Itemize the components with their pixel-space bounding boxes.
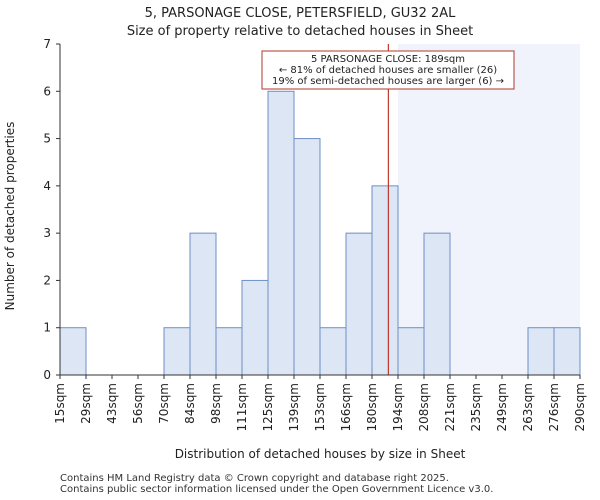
y-tick-label-1: 1 <box>43 321 51 335</box>
x-axis-label: Distribution of detached houses by size … <box>175 447 466 461</box>
x-tick-label-276sqm: 276sqm <box>547 383 561 431</box>
annotation-line-2: ← 81% of detached houses are smaller (26… <box>279 65 497 76</box>
bar-70sqm <box>163 327 191 376</box>
chart-title: 5, PARSONAGE CLOSE, PETERSFIELD, GU32 2A… <box>145 6 457 21</box>
bar-84sqm <box>189 232 217 376</box>
chart-subtitle: Size of property relative to detached ho… <box>127 24 473 39</box>
x-tick-label-263sqm: 263sqm <box>521 383 535 431</box>
bar-263sqm <box>527 327 555 376</box>
x-tick-label-111sqm: 111sqm <box>235 383 249 431</box>
y-tick-label-3: 3 <box>43 226 51 240</box>
x-tick-label-15sqm: 15sqm <box>53 383 67 424</box>
y-tick-label-4: 4 <box>43 179 51 193</box>
bar-111sqm <box>241 279 269 376</box>
bar-166sqm <box>345 232 373 376</box>
annotation-box <box>261 50 515 90</box>
x-tick-label-249sqm: 249sqm <box>495 383 509 431</box>
x-tick-label-166sqm: 166sqm <box>339 383 353 431</box>
x-tick-label-153sqm: 153sqm <box>313 383 327 431</box>
bar-15sqm <box>59 327 87 376</box>
bar-153sqm <box>319 327 347 376</box>
x-tick-label-139sqm: 139sqm <box>287 383 301 431</box>
bar-139sqm <box>293 138 321 376</box>
x-tick-label-56sqm: 56sqm <box>131 383 145 424</box>
y-tick-label-6: 6 <box>43 84 51 98</box>
x-tick-label-29sqm: 29sqm <box>79 383 93 424</box>
y-tick-label-5: 5 <box>43 132 51 146</box>
y-tick-label-2: 2 <box>43 273 51 287</box>
bar-276sqm <box>553 327 581 376</box>
bar-194sqm <box>397 327 425 376</box>
footer-copyright: Contains HM Land Registry data © Crown c… <box>60 473 449 484</box>
x-tick-label-125sqm: 125sqm <box>261 383 275 431</box>
footer-licence: Contains public sector information licen… <box>60 484 494 495</box>
bar-208sqm <box>423 232 451 376</box>
x-tick-label-70sqm: 70sqm <box>157 383 171 424</box>
y-tick-label-0: 0 <box>43 368 51 382</box>
annotation-line-3: 19% of semi-detached houses are larger (… <box>272 76 504 87</box>
annotation-line-1: 5 PARSONAGE CLOSE: 189sqm <box>311 54 465 65</box>
x-tick-label-194sqm: 194sqm <box>391 383 405 431</box>
bar-180sqm <box>371 185 399 376</box>
x-tick-label-290sqm: 290sqm <box>573 383 587 431</box>
x-tick-label-221sqm: 221sqm <box>443 383 457 431</box>
x-tick-label-208sqm: 208sqm <box>417 383 431 431</box>
y-axis-label: Number of detached properties <box>3 122 17 311</box>
bar-125sqm <box>267 90 295 376</box>
x-tick-label-43sqm: 43sqm <box>105 383 119 424</box>
bar-98sqm <box>215 327 243 376</box>
x-tick-label-84sqm: 84sqm <box>183 383 197 424</box>
x-tick-label-98sqm: 98sqm <box>209 383 223 424</box>
y-tick-label-7: 7 <box>43 37 51 51</box>
x-tick-label-180sqm: 180sqm <box>365 383 379 431</box>
x-tick-label-235sqm: 235sqm <box>469 383 483 431</box>
